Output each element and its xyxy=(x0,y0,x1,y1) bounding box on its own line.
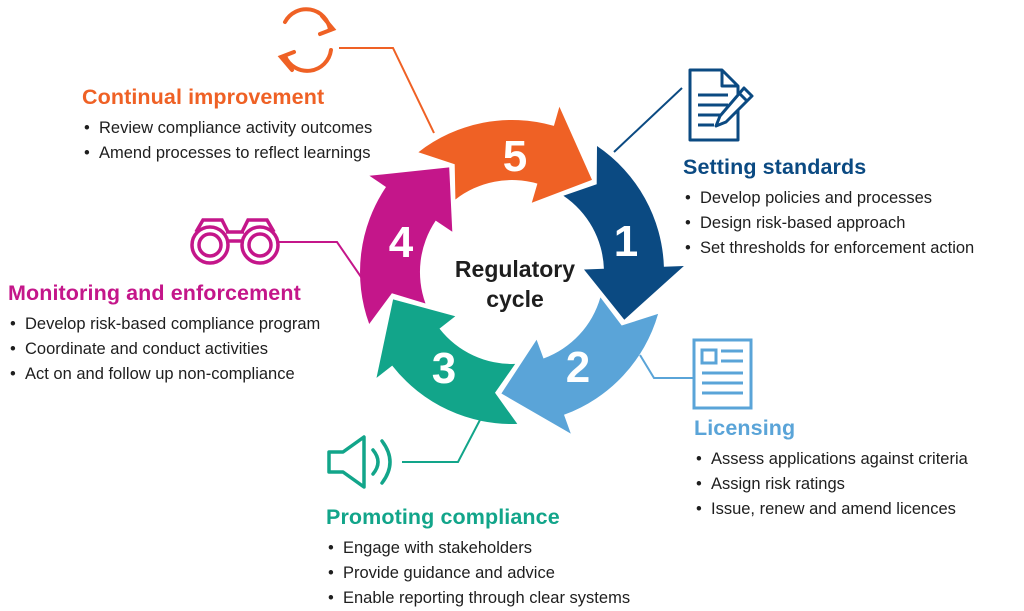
stage-number-3: 3 xyxy=(432,344,456,393)
stage-monitoring-enforcement: Monitoring and enforcement Develop risk-… xyxy=(8,281,320,387)
bullet-item: Issue, renew and amend licences xyxy=(694,497,968,522)
stage-title: Continual improvement xyxy=(82,85,325,109)
bullet-item: Engage with stakeholders xyxy=(326,536,630,561)
arrow-setting-standards xyxy=(563,146,684,320)
refresh-cycle-icon xyxy=(277,7,337,73)
binoculars-icon xyxy=(190,218,280,265)
bullet-item: Amend processes to reflect learnings xyxy=(82,141,372,166)
stage-setting-standards: Setting standards Develop policies and p… xyxy=(683,155,974,261)
stage-title: Monitoring and enforcement xyxy=(8,281,301,305)
connector-promoting-compliance xyxy=(402,417,482,463)
bullet-item: Coordinate and conduct activities xyxy=(8,337,320,362)
bullet-item: Provide guidance and advice xyxy=(326,561,630,586)
arrow-promoting-compliance xyxy=(376,299,518,424)
bullet-item: Assign risk ratings xyxy=(694,472,968,497)
arrow-monitoring xyxy=(360,167,453,324)
stage-licensing: Licensing Assess applications against cr… xyxy=(694,416,968,522)
stage-title: Licensing xyxy=(694,416,796,440)
bullet-item: Design risk-based approach xyxy=(683,211,974,236)
connector-monitoring xyxy=(278,241,371,291)
stage-number-4: 4 xyxy=(389,218,414,267)
connector-improvement xyxy=(339,47,435,134)
stage-title: Promoting compliance xyxy=(326,505,560,529)
bullet-item: Review compliance activity outcomes xyxy=(82,116,372,141)
license-card-icon xyxy=(692,338,753,410)
connector-licensing xyxy=(639,354,695,379)
speaker-icon xyxy=(327,435,392,489)
stage-promoting-compliance: Promoting compliance Engage with stakeho… xyxy=(326,505,630,611)
bullet-item: Set thresholds for enforcement action xyxy=(683,236,974,261)
stage-continual-improvement: Continual improvement Review compliance … xyxy=(82,85,372,166)
stage-number-1: 1 xyxy=(614,217,638,266)
bullet-item: Develop risk-based compliance program xyxy=(8,312,320,337)
arrow-licensing xyxy=(501,297,659,434)
bullet-item: Act on and follow up non-compliance xyxy=(8,362,320,387)
stage-number-5: 5 xyxy=(503,132,527,181)
bullet-item: Assess applications against criteria xyxy=(694,447,968,472)
bullet-item: Develop policies and processes xyxy=(683,186,974,211)
bullet-item: Enable reporting through clear systems xyxy=(326,586,630,611)
document-pen-icon xyxy=(688,68,754,142)
stage-number-2: 2 xyxy=(566,343,590,392)
center-label: Regulatory cycle xyxy=(425,254,605,314)
connector-setting-standards xyxy=(613,87,683,153)
center-label-line2: cycle xyxy=(486,286,544,312)
stage-title: Setting standards xyxy=(683,155,867,179)
arrow-improvement xyxy=(418,106,592,203)
center-label-line1: Regulatory xyxy=(454,256,576,282)
